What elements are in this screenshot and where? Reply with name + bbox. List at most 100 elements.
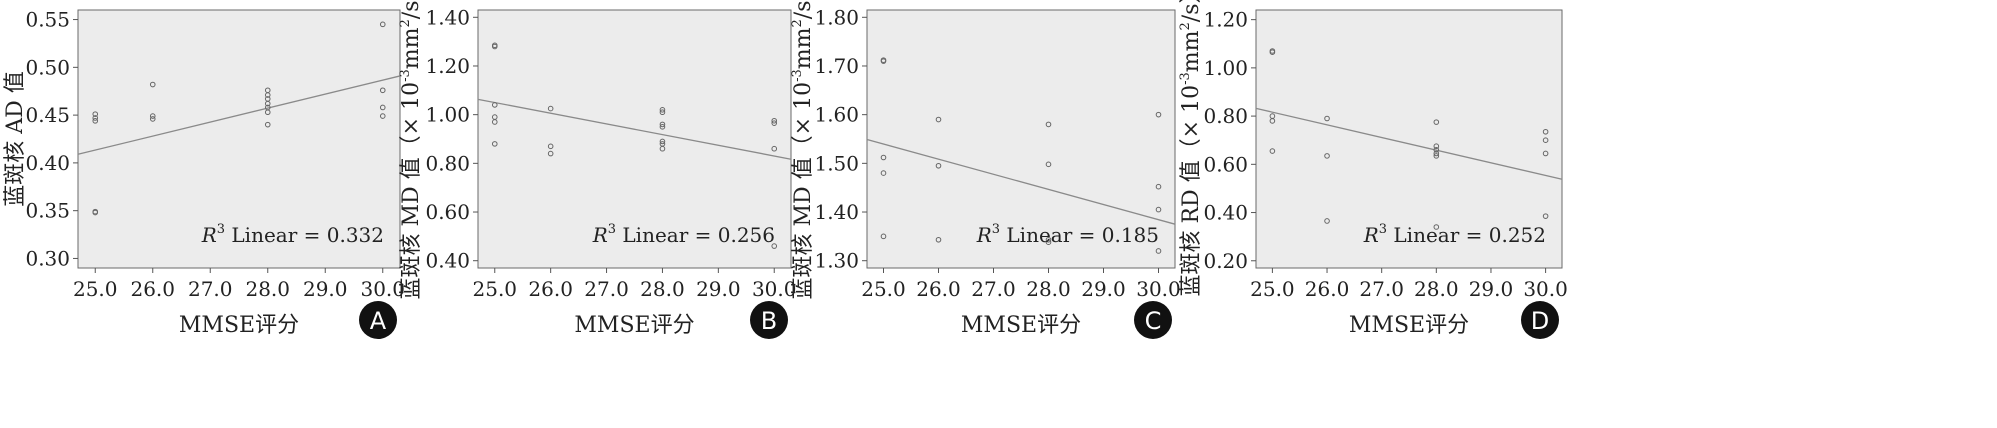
- y-tick-label: 0.35: [25, 199, 70, 223]
- y-axis-title-exponent: -3: [398, 69, 413, 82]
- fit-value: Linear = 0.332: [225, 223, 384, 247]
- x-tick-label: 29.0: [696, 277, 741, 301]
- data-point: [935, 162, 942, 169]
- fit-value: Linear = 0.252: [1387, 223, 1546, 247]
- fit-label: R: [1363, 223, 1379, 247]
- y-tick-label: 1.20: [425, 54, 470, 78]
- y-tick-label: 0.45: [25, 103, 70, 127]
- panel-letter: C: [1145, 307, 1162, 335]
- data-point: [92, 118, 99, 124]
- y-tick-label: 1.00: [425, 103, 470, 127]
- y-tick-label: 1.80: [814, 5, 859, 29]
- y-tick-label: 1.60: [814, 103, 859, 127]
- data-point: [659, 109, 666, 116]
- data-point: [1269, 118, 1276, 124]
- data-point: [1045, 121, 1052, 128]
- y-axis-title-unit-exponent: 2: [1178, 22, 1193, 30]
- data-point: [1155, 248, 1162, 254]
- y-axis-title-unit-exponent: 2: [790, 19, 805, 27]
- fit-annotation: R3 Linear = 0.256: [592, 222, 775, 247]
- data-point: [379, 21, 386, 28]
- data-point: [1433, 147, 1440, 153]
- y-tick-label: 0.60: [425, 200, 470, 224]
- data-point: [379, 104, 386, 111]
- data-point: [659, 138, 666, 145]
- y-axis-title: 蓝斑核 MD 值（× 10-3mm2/s）: [398, 0, 424, 299]
- data-point: [880, 170, 887, 176]
- y-tick-label: 1.40: [425, 5, 470, 29]
- y-tick-label: 1.40: [814, 200, 859, 224]
- fit-value: Linear = 0.185: [1000, 223, 1159, 247]
- y-tick-label: 0.60: [1203, 152, 1248, 176]
- data-point: [880, 58, 887, 64]
- x-tick-label: 30.0: [752, 277, 797, 301]
- x-tick-label: 28.0: [1414, 277, 1459, 301]
- data-point: [491, 119, 498, 125]
- y-tick-label: 0.40: [25, 151, 70, 175]
- data-point: [1433, 143, 1440, 150]
- data-point: [547, 105, 554, 112]
- panel-c: 1.30 1.40 1.50 1.60 1.70 1.80 25.0 26.0 27.0 28.0…: [790, 0, 1181, 339]
- panel-d: 0.20 0.40 0.60 0.80 1.00 1.20 25.0 26.0 27.0 28.0…: [1178, 0, 1568, 339]
- data-point: [935, 236, 942, 243]
- data-point: [92, 115, 99, 121]
- x-tick-label: 28.0: [245, 277, 290, 301]
- data-point: [264, 92, 271, 98]
- x-axis-title: MMSE评分: [179, 313, 299, 338]
- panel-badge: [1521, 301, 1559, 339]
- fit-superscript: 3: [992, 222, 1000, 237]
- data-point: [149, 116, 156, 122]
- data-point: [491, 102, 498, 108]
- data-point: [771, 120, 778, 126]
- y-tick-label: 0.50: [25, 55, 70, 79]
- panel-a: 0.30 0.35 0.40 0.45 0.50 0.55 25.0 26.0 27.0 28.0…: [3, 8, 405, 339]
- x-tick-label: 27.0: [584, 277, 629, 301]
- y-axis-title-text: 蓝斑核 MD 值（× 10: [399, 82, 424, 300]
- y-axis-title: 蓝斑核 MD 值（× 10-3mm2/s）: [790, 0, 816, 299]
- y-axis-title-unit: mm: [791, 27, 816, 69]
- x-tick-label: 26.0: [1305, 277, 1350, 301]
- x-tick-label: 30.0: [1136, 277, 1181, 301]
- fit-annotation: R3 Linear = 0.185: [976, 222, 1159, 247]
- data-point: [92, 209, 99, 216]
- data-point: [547, 150, 554, 157]
- y-tick-label: 1.70: [814, 54, 859, 78]
- panel-badge: [359, 301, 397, 339]
- data-point: [1045, 239, 1052, 245]
- y-tick-label: 1.30: [814, 249, 859, 273]
- data-point: [264, 100, 271, 107]
- y-tick-label: 0.30: [25, 246, 70, 270]
- x-tick-label: 29.0: [1469, 277, 1514, 301]
- data-point: [659, 106, 666, 113]
- y-axis-title-end: /s）: [1179, 0, 1204, 22]
- x-tick-label: 30.0: [1523, 277, 1568, 301]
- data-point: [379, 87, 386, 94]
- y-axis-title-text: 蓝斑核 AD 值: [3, 71, 28, 207]
- data-point: [1433, 224, 1440, 230]
- fit-superscript: 3: [608, 222, 616, 237]
- x-tick-label: 28.0: [640, 277, 685, 301]
- y-tick-label: 0.80: [425, 151, 470, 175]
- data-point: [264, 109, 271, 116]
- data-point: [92, 111, 99, 117]
- y-axis-title-exponent: -3: [1178, 72, 1193, 85]
- y-tick-label: 0.40: [1203, 201, 1248, 225]
- fit-label: R: [201, 223, 217, 247]
- x-tick-label: 27.0: [188, 277, 233, 301]
- data-point: [1433, 150, 1440, 157]
- data-point: [491, 141, 498, 147]
- x-axis-title: MMSE评分: [574, 313, 694, 338]
- data-point: [1269, 49, 1276, 55]
- data-point: [149, 113, 156, 119]
- x-tick-label: 29.0: [303, 277, 348, 301]
- panel-letter: B: [761, 307, 777, 335]
- x-tick-label: 25.0: [861, 277, 906, 301]
- y-tick-label: 0.55: [25, 8, 70, 32]
- x-tick-label: 26.0: [916, 277, 961, 301]
- data-point: [659, 124, 666, 130]
- data-point: [771, 243, 778, 249]
- y-tick-label: 0.80: [1203, 104, 1248, 128]
- data-point: [1542, 213, 1549, 219]
- y-tick-label: 1.00: [1203, 56, 1248, 80]
